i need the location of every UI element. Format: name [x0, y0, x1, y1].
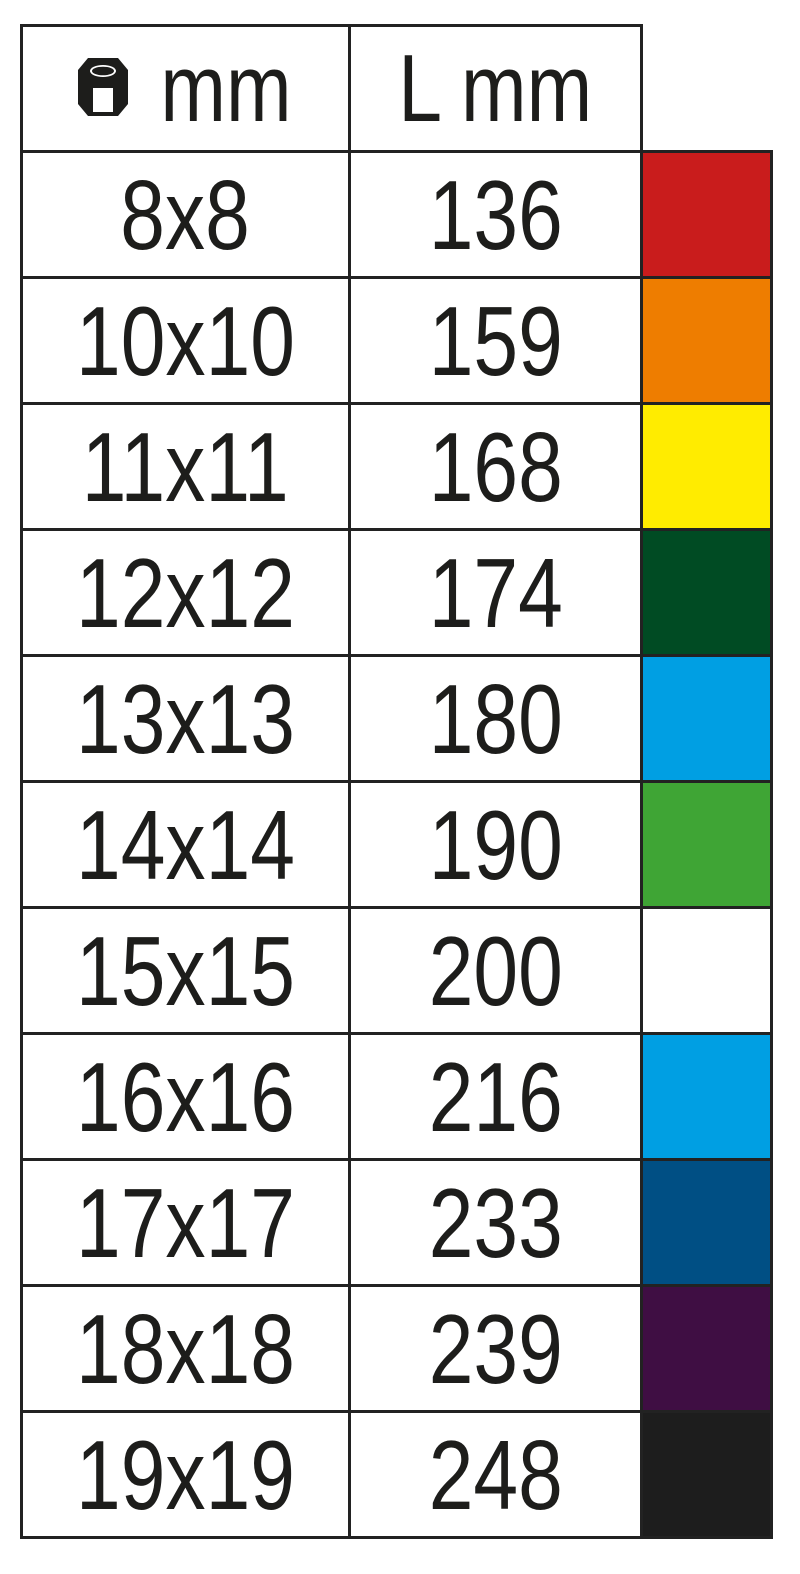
size-value: 16x16 [76, 1041, 295, 1152]
size-cell: 15x15 [20, 906, 351, 1035]
size-value: 12x12 [76, 537, 295, 648]
table-row: 8x8 136 [20, 150, 773, 279]
header-length: L mm [348, 24, 643, 153]
size-value: 8x8 [120, 159, 251, 270]
size-cell: 19x19 [20, 1410, 351, 1539]
size-value: 15x15 [76, 915, 295, 1026]
length-value: 136 [428, 159, 563, 270]
table-row: 12x12 174 [20, 528, 773, 657]
header-length-label: L mm [398, 34, 593, 142]
length-value: 174 [428, 537, 563, 648]
color-swatch [640, 1032, 773, 1161]
color-swatch [640, 906, 773, 1035]
size-cell: 14x14 [20, 780, 351, 909]
length-cell: 168 [348, 402, 643, 531]
length-value: 216 [428, 1041, 563, 1152]
header-color-spacer [640, 24, 773, 153]
length-cell: 216 [348, 1032, 643, 1161]
table-row: 14x14 190 [20, 780, 773, 909]
size-value: 17x17 [76, 1167, 295, 1278]
size-cell: 16x16 [20, 1032, 351, 1161]
length-cell: 180 [348, 654, 643, 783]
color-swatch [640, 654, 773, 783]
length-cell: 248 [348, 1410, 643, 1539]
length-value: 248 [428, 1419, 563, 1530]
length-value: 180 [428, 663, 563, 774]
hex-nut-icon [77, 57, 128, 116]
size-cell: 18x18 [20, 1284, 351, 1413]
color-swatch [640, 780, 773, 909]
length-cell: 159 [348, 276, 643, 405]
color-swatch [640, 402, 773, 531]
length-value: 239 [428, 1293, 563, 1404]
header-size-label: mm [159, 34, 292, 142]
size-value: 11x11 [81, 411, 290, 522]
length-cell: 190 [348, 780, 643, 909]
size-cell: 10x10 [20, 276, 351, 405]
color-swatch [640, 1284, 773, 1413]
table-row: 13x13 180 [20, 654, 773, 783]
length-cell: 200 [348, 906, 643, 1035]
header-size: mm [20, 24, 351, 153]
header-row: mm L mm [20, 24, 773, 153]
color-swatch [640, 276, 773, 405]
size-cell: 17x17 [20, 1158, 351, 1287]
size-cell: 12x12 [20, 528, 351, 657]
length-value: 200 [428, 915, 563, 1026]
color-swatch [640, 1158, 773, 1287]
length-cell: 174 [348, 528, 643, 657]
color-swatch [640, 528, 773, 657]
length-cell: 239 [348, 1284, 643, 1413]
table-row: 19x19 248 [20, 1410, 773, 1539]
size-value: 14x14 [76, 789, 295, 900]
table-row: 18x18 239 [20, 1284, 773, 1413]
table-row: 10x10 159 [20, 276, 773, 405]
size-value: 19x19 [76, 1419, 295, 1530]
length-value: 168 [428, 411, 563, 522]
length-value: 233 [428, 1167, 563, 1278]
table-row: 16x16 216 [20, 1032, 773, 1161]
length-cell: 233 [348, 1158, 643, 1287]
size-value: 10x10 [76, 285, 295, 396]
color-swatch [640, 150, 773, 279]
length-value: 190 [428, 789, 563, 900]
table-row: 15x15 200 [20, 906, 773, 1035]
length-cell: 136 [348, 150, 643, 279]
color-swatch [640, 1410, 773, 1539]
table-row: 11x11 168 [20, 402, 773, 531]
table-row: 17x17 233 [20, 1158, 773, 1287]
size-cell: 13x13 [20, 654, 351, 783]
size-cell: 11x11 [20, 402, 351, 531]
size-value: 18x18 [76, 1293, 295, 1404]
size-table: mm L mm 8x8 136 10x10 159 11x11 168 12x12 174 13… [20, 24, 773, 1539]
length-value: 159 [428, 285, 563, 396]
size-cell: 8x8 [20, 150, 351, 279]
size-value: 13x13 [76, 663, 295, 774]
